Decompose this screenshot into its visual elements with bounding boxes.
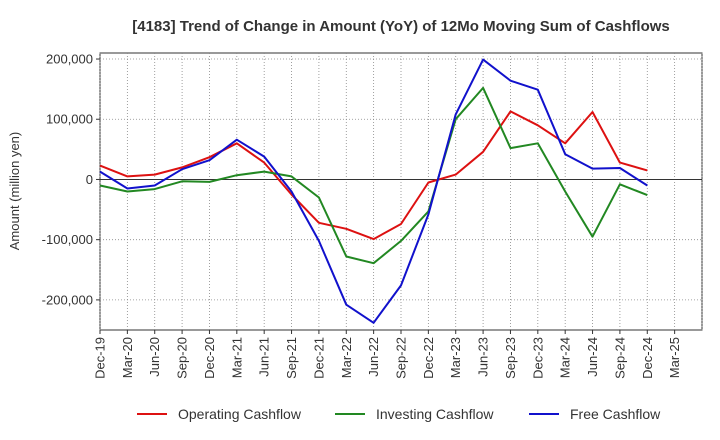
operating-cashflow-legend-label: Operating Cashflow — [178, 406, 302, 422]
x-tick-label: Jun-20 — [147, 337, 162, 377]
x-tick-label: Sep-24 — [612, 337, 627, 379]
x-tick-label: Mar-25 — [667, 337, 682, 378]
y-tick-label: 0 — [86, 172, 93, 187]
x-tick-label: Mar-20 — [120, 337, 135, 378]
y-axis-ticks: 200,000 100,000 0 -100,000 -200,000 — [42, 52, 100, 307]
x-tick-label: Mar-22 — [339, 337, 354, 378]
x-tick-label: Dec-23 — [530, 337, 545, 379]
x-tick-label: Sep-23 — [503, 337, 518, 379]
x-tick-label: Jun-23 — [476, 337, 491, 377]
x-tick-label: Jun-24 — [585, 337, 600, 377]
x-axis-ticks: Dec-19 Mar-20 Jun-20 Sep-20 Dec-20 Mar-21 Jun-… — [93, 330, 682, 379]
investing-cashflow-line — [99, 86, 648, 265]
x-tick-label: Dec-19 — [93, 337, 108, 379]
x-tick-label: Sep-22 — [394, 337, 409, 379]
investing-cashflow-legend-label: Investing Cashflow — [376, 406, 494, 422]
x-tick-label: Jun-21 — [257, 337, 272, 377]
operating-cashflow-line — [99, 110, 648, 241]
x-tick-label: Mar-21 — [229, 337, 244, 378]
y-tick-label: 100,000 — [46, 112, 93, 127]
y-tick-label: -200,000 — [42, 292, 93, 307]
series-lines — [99, 58, 648, 324]
x-tick-label: Dec-20 — [202, 337, 217, 379]
y-tick-label: -100,000 — [42, 232, 93, 247]
x-tick-label: Sep-21 — [284, 337, 299, 379]
legend: Operating Cashflow Investing Cashflow Free… — [137, 406, 661, 422]
x-tick-label: Dec-21 — [311, 337, 326, 379]
x-tick-label: Mar-24 — [558, 337, 573, 378]
x-tick-label: Mar-23 — [448, 337, 463, 378]
x-tick-label: Sep-20 — [175, 337, 190, 379]
x-tick-label: Jun-22 — [366, 337, 381, 377]
free-cashflow-legend-label: Free Cashflow — [570, 406, 661, 422]
x-tick-label: Dec-24 — [640, 337, 655, 379]
x-tick-label: Dec-22 — [421, 337, 436, 379]
y-axis-label: Amount (million yen) — [7, 132, 22, 251]
y-tick-label: 200,000 — [46, 52, 93, 67]
free-cashflow-line — [99, 58, 648, 324]
chart-title: [4183] Trend of Change in Amount (YoY) o… — [132, 18, 670, 35]
